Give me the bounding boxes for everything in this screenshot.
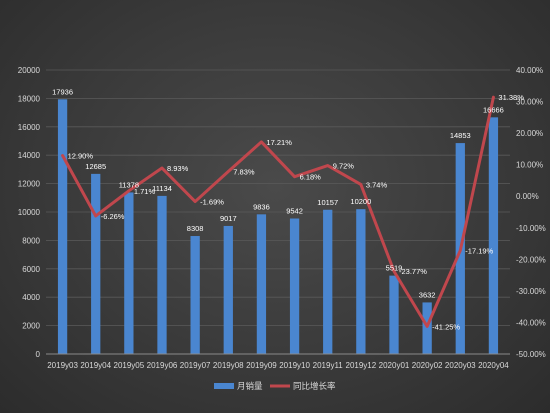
bar-data-labels: 17936 12685 11378 11134 8308 9017 9836 9542 1015…: [52, 87, 504, 299]
legend-swatch-bar: [214, 383, 234, 389]
bar-data-label: 16666: [483, 105, 504, 114]
x-tick-label: 2020y03: [445, 361, 476, 370]
x-tick-label: 2019y12: [346, 361, 377, 370]
left-tick-label: 8000: [22, 236, 40, 245]
right-tick-label: -10.00%: [516, 224, 546, 233]
right-tick-label: -40.00%: [516, 318, 546, 327]
x-tick-label: 2019y05: [114, 361, 145, 370]
right-tick-label: 40.00%: [516, 66, 543, 75]
line-data-label: 1.71%: [134, 187, 156, 196]
line-data-label: 9.72%: [333, 162, 355, 171]
x-tick-label: 2020y04: [478, 361, 509, 370]
line-data-label: -17.19%: [465, 246, 493, 255]
line-data-label: 6.18%: [300, 173, 322, 182]
left-axis: 0 2000 4000 6000 8000 10000 12000 14000 16000 180…: [18, 66, 41, 359]
line-data-label: -6.26%: [101, 212, 125, 221]
growth-rate-line: [61, 95, 495, 328]
right-tick-label: -50.00%: [516, 350, 546, 359]
line-data-label: 31.38%: [498, 93, 524, 102]
x-tick-label: 2020y01: [379, 361, 410, 370]
bar: [223, 225, 233, 354]
left-tick-label: 10000: [18, 208, 41, 217]
x-tick-label: 2019y10: [279, 361, 310, 370]
bar: [289, 218, 300, 354]
left-tick-label: 12000: [18, 180, 41, 189]
bar-data-label: 17936: [52, 87, 73, 96]
line-data-label: 12.90%: [68, 152, 94, 161]
bar: [323, 209, 333, 354]
line-data-label: 7.83%: [233, 168, 255, 177]
right-tick-label: -20.00%: [516, 255, 546, 264]
bar: [190, 236, 200, 354]
right-axis: -50.00% -40.00% -30.00% -20.00% -10.00% 0.00%…: [516, 66, 546, 359]
bar: [124, 192, 134, 354]
line-data-label: 17.21%: [266, 138, 292, 147]
x-tick-label: 2019y08: [213, 361, 244, 370]
left-tick-label: 18000: [18, 94, 41, 103]
bar-data-label: 3632: [419, 290, 436, 299]
bar-data-label: 10200: [350, 197, 371, 206]
left-tick-label: 4000: [22, 293, 40, 302]
bar: [91, 173, 101, 354]
left-tick-label: 6000: [22, 265, 40, 274]
left-tick-label: 20000: [18, 66, 41, 75]
bar: [488, 117, 499, 354]
bar: [256, 214, 267, 354]
x-tick-label: 2019y11: [313, 361, 344, 370]
bar: [389, 275, 399, 354]
right-tick-label: -30.00%: [516, 287, 546, 296]
bar-data-label: 12685: [85, 162, 106, 171]
bar-data-label: 14853: [450, 131, 471, 140]
legend-label-line: 同比增长率: [293, 381, 336, 391]
line-data-label: -1.69%: [200, 198, 224, 207]
left-tick-label: 0: [36, 350, 41, 359]
left-tick-label: 14000: [18, 151, 41, 160]
legend: 月销量 同比增长率: [214, 381, 336, 391]
x-axis: 2019y03 2019y04 2019y05 2019y06 2019y07 2019y…: [46, 353, 510, 370]
bar-data-label: 11134: [152, 184, 172, 193]
right-tick-label: 20.00%: [516, 129, 543, 138]
bar-data-label: 8308: [187, 224, 204, 233]
bar-data-label: 10157: [317, 198, 338, 207]
bar: [57, 99, 68, 354]
bar: [356, 209, 366, 354]
x-tick-label: 2019y06: [147, 361, 178, 370]
bar-data-label: 11378: [119, 180, 139, 189]
x-tick-label: 2019y03: [47, 361, 78, 370]
bar-data-label: 9836: [253, 202, 270, 211]
line-data-label: 3.74%: [366, 180, 388, 189]
left-tick-label: 2000: [22, 322, 40, 331]
line-data-labels: 12.90% -6.26% 1.71% 8.93% -1.69% 7.83% 17.21% 6…: [68, 93, 525, 331]
right-tick-label: 30.00%: [516, 98, 543, 107]
x-tick-label: 2019y07: [180, 361, 211, 370]
right-tick-label: 10.00%: [516, 161, 543, 170]
line-data-label: -23.77%: [399, 267, 427, 276]
legend-label-bar: 月销量: [237, 381, 263, 391]
bar: [157, 195, 167, 354]
gridlines: [46, 69, 510, 327]
right-tick-label: 0.00%: [516, 192, 539, 201]
line-series: [61, 95, 495, 328]
x-tick-label: 2019y04: [80, 361, 111, 370]
left-tick-label: 16000: [18, 123, 41, 132]
bar-data-label: 9017: [220, 214, 237, 223]
line-data-label: 8.93%: [167, 164, 189, 173]
x-tick-label: 2020y02: [412, 361, 443, 370]
bar: [422, 302, 432, 354]
bar-data-label: 9542: [286, 207, 303, 216]
bar-data-label: 5519: [386, 264, 403, 273]
x-tick-label: 2019y09: [246, 361, 277, 370]
line-data-label: -41.25%: [432, 322, 460, 331]
